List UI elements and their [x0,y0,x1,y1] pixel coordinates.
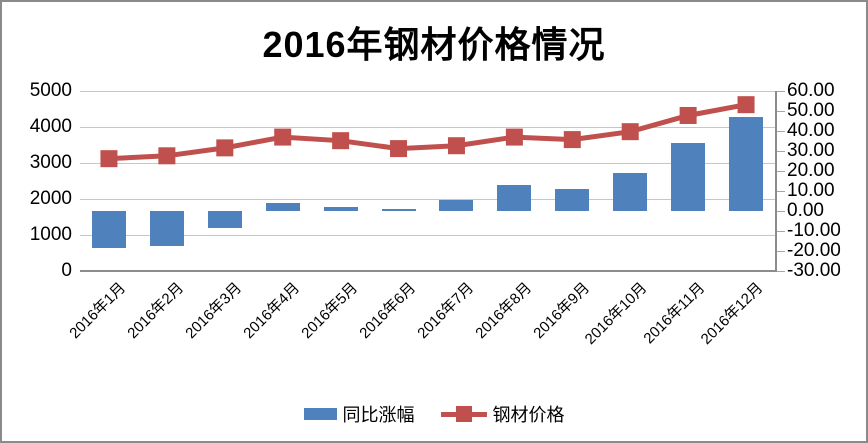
bar-2016年4月 [265,202,300,211]
right-axis-tick-label: 10.00 [787,180,835,201]
line-series-marker-icon [440,406,487,422]
x-axis-label-2016年2月: 2016年2月 [124,279,188,343]
bar-2016年7月 [439,200,474,211]
right-axis-line [775,91,777,271]
left-axis-tick-label: 2000 [29,188,72,209]
bar-2016年5月 [323,206,358,211]
x-axis-label-2016年5月: 2016年5月 [298,279,361,343]
price-line-marker-2016年9月 [563,131,581,149]
left-axis-tick-label: 5000 [29,80,72,101]
x-axis-label-2016年4月: 2016年4月 [240,279,304,343]
legend-item-line-series: 钢材价格 [440,401,565,427]
right-axis-tick-label: 20.00 [787,160,835,181]
right-axis-tick-label: 60.00 [787,80,835,101]
x-axis-label-2016年1月: 2016年1月 [66,279,130,343]
bar-2016年10月 [613,173,648,211]
price-line-marker-2016年6月 [390,140,408,158]
right-axis-tick-label: 50.00 [787,100,835,121]
gridline [80,198,775,200]
right-axis-tick-label: -30.00 [787,260,841,281]
price-line-marker-2016年8月 [505,128,523,146]
x-axis-label-2016年12月: 2016年12月 [697,279,767,348]
right-axis-tick-label: 0.00 [787,200,824,221]
bar-2016年9月 [555,188,590,211]
right-axis-tick-label: -20.00 [787,240,841,261]
x-axis-line [80,270,777,272]
left-axis-tick-label: 0 [61,260,72,281]
right-axis-tick-label: 30.00 [787,140,835,161]
bar-2016年11月 [671,143,706,211]
bar-2016年1月 [91,211,126,249]
price-line-marker-2016年3月 [216,139,234,157]
bar-2016年6月 [381,208,416,211]
legend-label-line-series: 钢材价格 [492,405,565,425]
right-axis-tick [777,230,785,232]
right-axis-tick [777,170,785,172]
gridline [80,162,775,164]
left-axis-tick-label: 3000 [29,152,72,173]
right-axis-tick [777,150,785,152]
price-line [108,102,747,162]
left-axis-tick-label: 1000 [29,224,72,245]
line-sample-marker [455,406,472,422]
bar-2016年8月 [497,184,532,211]
legend-label-bar-series: 同比涨幅 [342,405,415,425]
right-axis-tick [777,210,785,212]
price-line-marker-2016年11月 [679,106,697,124]
gridline [80,126,775,128]
left-axis-tick-label: 4000 [29,116,72,137]
x-axis-label-2016年7月: 2016年7月 [414,279,477,343]
x-axis-label-2016年8月: 2016年8月 [471,279,535,343]
right-axis-tick [777,90,785,92]
price-line-marker-2016年5月 [332,132,350,150]
price-line-marker-2016年1月 [100,150,118,168]
bar-2016年3月 [207,211,242,228]
bar-series-swatch-icon [303,408,337,420]
chart-title: 2016年钢材价格情况 [262,24,606,65]
bar-2016年12月 [729,117,764,211]
legend: 同比涨幅 钢材价格 [2,401,866,427]
legend-item-bar-series: 同比涨幅 [303,401,415,427]
x-axis-label-2016年6月: 2016年6月 [356,279,419,343]
right-axis-tick [777,190,785,192]
price-line-marker-2016年7月 [447,137,465,155]
gridline [80,90,775,92]
right-axis-tick-label: 40.00 [787,120,835,141]
x-axis-label-2016年3月: 2016年3月 [182,279,246,343]
price-line-marker-2016年4月 [274,128,292,146]
right-axis-tick-label: -10.00 [787,220,841,241]
right-axis-tick [777,110,785,112]
right-axis-tick [777,130,785,132]
bar-2016年2月 [149,211,184,247]
right-axis-tick [777,270,785,272]
gridline [80,234,775,236]
price-line-marker-2016年12月 [737,96,755,114]
right-axis-tick [777,250,785,252]
